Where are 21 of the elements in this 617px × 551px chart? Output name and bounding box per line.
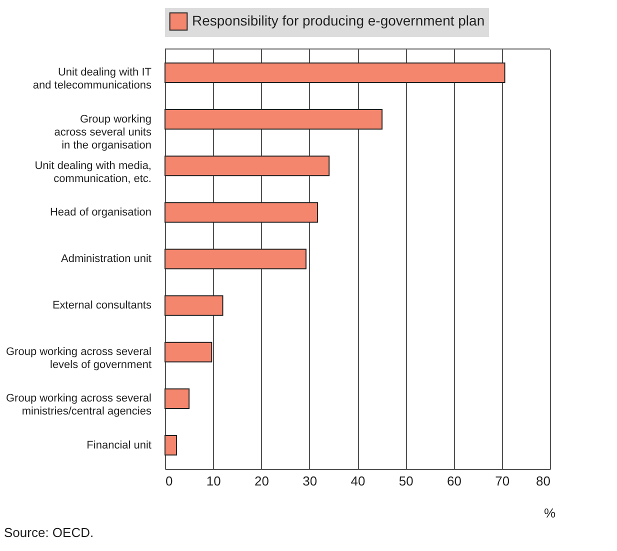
y-tick-label: Group working across several ministries/central agencies (6, 392, 152, 418)
x-axis-title: % (544, 506, 556, 520)
x-tick-label: 60 (447, 474, 462, 488)
x-tick-label: 30 (302, 474, 318, 488)
y-tick-label: Financial unit (86, 439, 152, 452)
y-tick-label: Group working across several levels of government (6, 346, 152, 372)
x-tick-label: 50 (398, 474, 414, 488)
x-tick-label: 0 (166, 474, 173, 488)
y-tick-label: Head of organisation (50, 206, 152, 218)
y-tick-label: Unit dealing with IT and telecommunications (32, 66, 152, 92)
x-tick-label: 10 (206, 474, 221, 488)
y-tick-label: External consultants (52, 300, 152, 312)
x-tick-label: 70 (495, 474, 510, 488)
y-tick-label: Group working across several units in the organisation (54, 113, 152, 152)
x-tick-label: 80 (536, 474, 550, 488)
x-tick-label: 20 (254, 474, 269, 488)
source-note: Source: OECD. (4, 525, 95, 540)
x-tick-label: 40 (350, 474, 366, 488)
y-tick-label: Unit dealing with media, communication, etc. (34, 160, 152, 185)
legend-label: Responsibility for producing e-government plan (192, 12, 485, 28)
y-tick-label: Administration unit (61, 253, 152, 265)
